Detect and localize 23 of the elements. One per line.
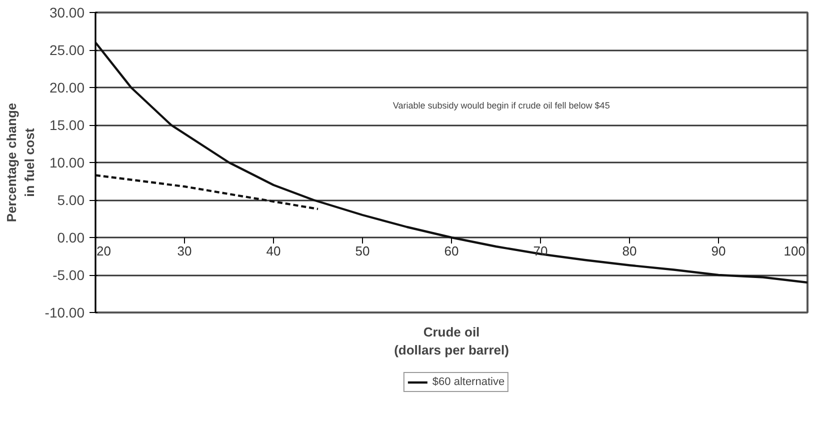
x-tick-label: 20	[96, 244, 111, 258]
x-tick-label: 30	[177, 244, 192, 258]
y-tick-label: 15.00	[49, 117, 85, 133]
legend-label: $60 alternative	[432, 376, 505, 388]
y-tick-label: 10.00	[49, 154, 85, 170]
x-tick-label: 50	[355, 244, 370, 258]
y-tick-label: 20.00	[49, 80, 85, 96]
x-tick-label: 90	[711, 244, 726, 258]
y-tick-label: 30.00	[49, 4, 85, 20]
x-axis-title: Crude oil (dollars per barrel)	[394, 324, 509, 358]
x-tick-label: 100	[784, 244, 806, 258]
y-tick-label: -5.00	[52, 267, 85, 283]
y-tick-label: 0.00	[57, 230, 85, 246]
x-tick-label: 40	[266, 244, 281, 258]
annotation: Variable subsidy would begin if crude oil fell below $45	[392, 100, 610, 110]
line-series	[96, 41, 808, 284]
y-tick-label: 25.00	[49, 42, 85, 58]
x-tick-label: 60	[444, 244, 459, 258]
y-axis-title: Percentage change in fuel cost	[4, 102, 37, 222]
y-tick-label: -10.00	[44, 304, 85, 320]
line-series	[96, 174, 320, 210]
y-tick-label: 5.00	[57, 192, 85, 208]
x-tick-label: 80	[622, 244, 637, 258]
